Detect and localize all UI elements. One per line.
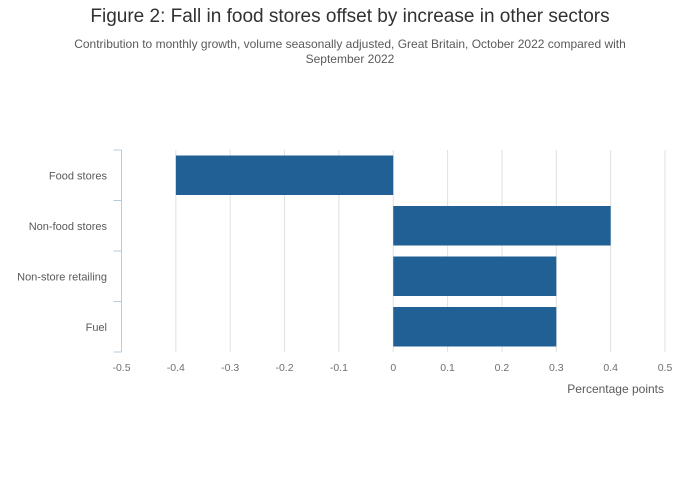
bar — [393, 256, 557, 296]
category-axis: Food stores Non-food stores Non-store reta… — [17, 149, 122, 353]
x-tick-label: -0.3 — [221, 362, 239, 374]
x-axis-ticks: -0.5 -0.4 -0.3 -0.2 -0.1 0 0.1 0.2 0.3 0.4 0.5 — [112, 362, 672, 374]
x-tick-label: 0.2 — [495, 362, 510, 374]
x-tick-label: 0.1 — [440, 362, 455, 374]
x-tick-label: 0.4 — [603, 362, 618, 374]
chart-title: Figure 2: Fall in food stores offset by … — [90, 6, 610, 27]
x-tick-label: -0.5 — [112, 362, 130, 374]
chart-subtitle: Contribution to monthly growth, volume s… — [74, 37, 626, 66]
category-label: Non-food stores — [29, 221, 108, 233]
x-axis-title: Percentage points — [567, 382, 664, 396]
bar — [393, 206, 611, 246]
x-tick-label: -0.2 — [276, 362, 294, 374]
x-tick-label: 0.5 — [658, 362, 673, 374]
x-tick-label: 0 — [390, 362, 396, 374]
bar — [175, 155, 394, 195]
category-label: Fuel — [86, 322, 107, 334]
bars — [175, 155, 611, 347]
category-label: Non-store retailing — [17, 271, 107, 283]
x-tick-label: -0.4 — [167, 362, 185, 374]
x-tick-label: -0.1 — [330, 362, 348, 374]
x-tick-label: 0.3 — [549, 362, 564, 374]
bar — [393, 307, 557, 347]
category-label: Food stores — [49, 170, 108, 182]
